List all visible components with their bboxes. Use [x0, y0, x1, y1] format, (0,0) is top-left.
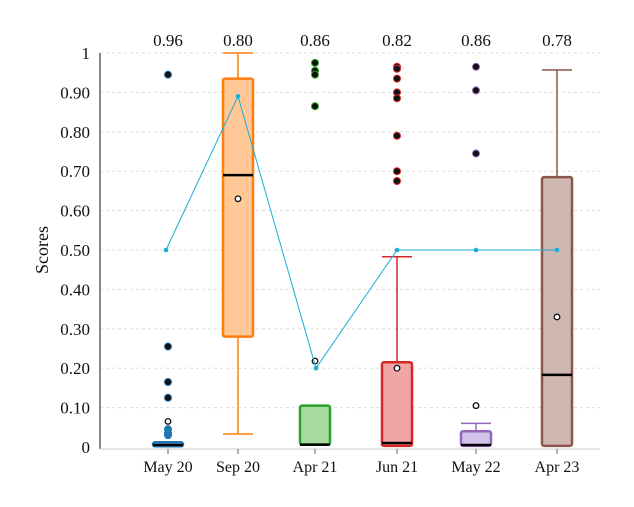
- box-2: 0.86 Apr 21: [293, 31, 338, 476]
- y-axis-label: Scores: [32, 226, 52, 274]
- top-label: 0.80: [223, 31, 253, 50]
- y-tick-label: 0.60: [60, 202, 90, 221]
- trend-point: [554, 247, 560, 253]
- outlier-point: [311, 102, 319, 111]
- top-label: 0.86: [300, 31, 330, 50]
- y-tick-label: 0.10: [60, 399, 90, 418]
- iqr-box: [459, 429, 493, 448]
- outlier-point: [311, 58, 319, 67]
- outlier-point: [472, 62, 480, 71]
- outlier-point: [472, 149, 480, 158]
- box-0: 0.96 May 20: [143, 31, 192, 476]
- top-label: 0.78: [542, 31, 572, 50]
- y-tick-label: 0.50: [60, 241, 90, 260]
- top-label: 0.86: [461, 31, 491, 50]
- y-tick-label: 0.70: [60, 162, 90, 181]
- outlier-point: [311, 70, 319, 79]
- x-tick-label: Apr 21: [293, 459, 338, 476]
- trend-line: [165, 94, 557, 370]
- x-tick-label: Sep 20: [216, 459, 260, 476]
- box-1: 0.80 Sep 20: [216, 31, 260, 476]
- mean-marker: [234, 195, 242, 203]
- outlier-point: [472, 86, 480, 95]
- outlier-point: [164, 431, 172, 440]
- x-tick-label: May 22: [451, 459, 500, 476]
- box-4: 0.86 May 22: [451, 31, 500, 476]
- outlier-point: [393, 177, 401, 186]
- iqr-box: [298, 404, 332, 446]
- trend-point: [394, 247, 400, 253]
- top-label: 0.82: [382, 31, 412, 50]
- box-3: 0.82 Jun 21: [376, 31, 418, 476]
- outlier-point: [393, 94, 401, 103]
- outlier-point: [393, 64, 401, 73]
- y-tick-label: 1: [82, 44, 91, 63]
- x-tick-label: Apr 23: [535, 459, 580, 476]
- y-tick-label: 0.90: [60, 83, 90, 102]
- iqr-box: [540, 175, 574, 448]
- trend-point: [235, 94, 241, 99]
- y-tick-label: 0.80: [60, 123, 90, 142]
- outlier-point: [164, 377, 172, 386]
- outlier-point: [164, 342, 172, 351]
- y-tick-label: 0: [82, 438, 91, 457]
- outlier-point: [164, 70, 172, 79]
- outlier-point: [164, 393, 172, 402]
- trend-point: [473, 247, 479, 253]
- box-5: 0.78 Apr 23: [535, 31, 580, 476]
- outlier-point: [393, 167, 401, 176]
- mean-marker: [393, 364, 401, 372]
- trend-point: [313, 365, 319, 371]
- x-tick-label: Jun 21: [376, 459, 418, 476]
- outlier-point: [393, 131, 401, 140]
- y-tick-label: 0.20: [60, 359, 90, 378]
- iqr-box: [221, 77, 255, 338]
- y-tick-label: 0.40: [60, 280, 90, 299]
- outlier-point: [393, 74, 401, 83]
- mean-marker: [472, 402, 480, 410]
- x-tick-label: May 20: [143, 459, 192, 476]
- iqr-box: [380, 361, 414, 448]
- y-tick-label: 0.30: [60, 320, 90, 339]
- mean-marker: [553, 313, 561, 321]
- top-label: 0.96: [153, 31, 183, 50]
- trend-point: [163, 247, 169, 253]
- mean-marker: [164, 417, 172, 425]
